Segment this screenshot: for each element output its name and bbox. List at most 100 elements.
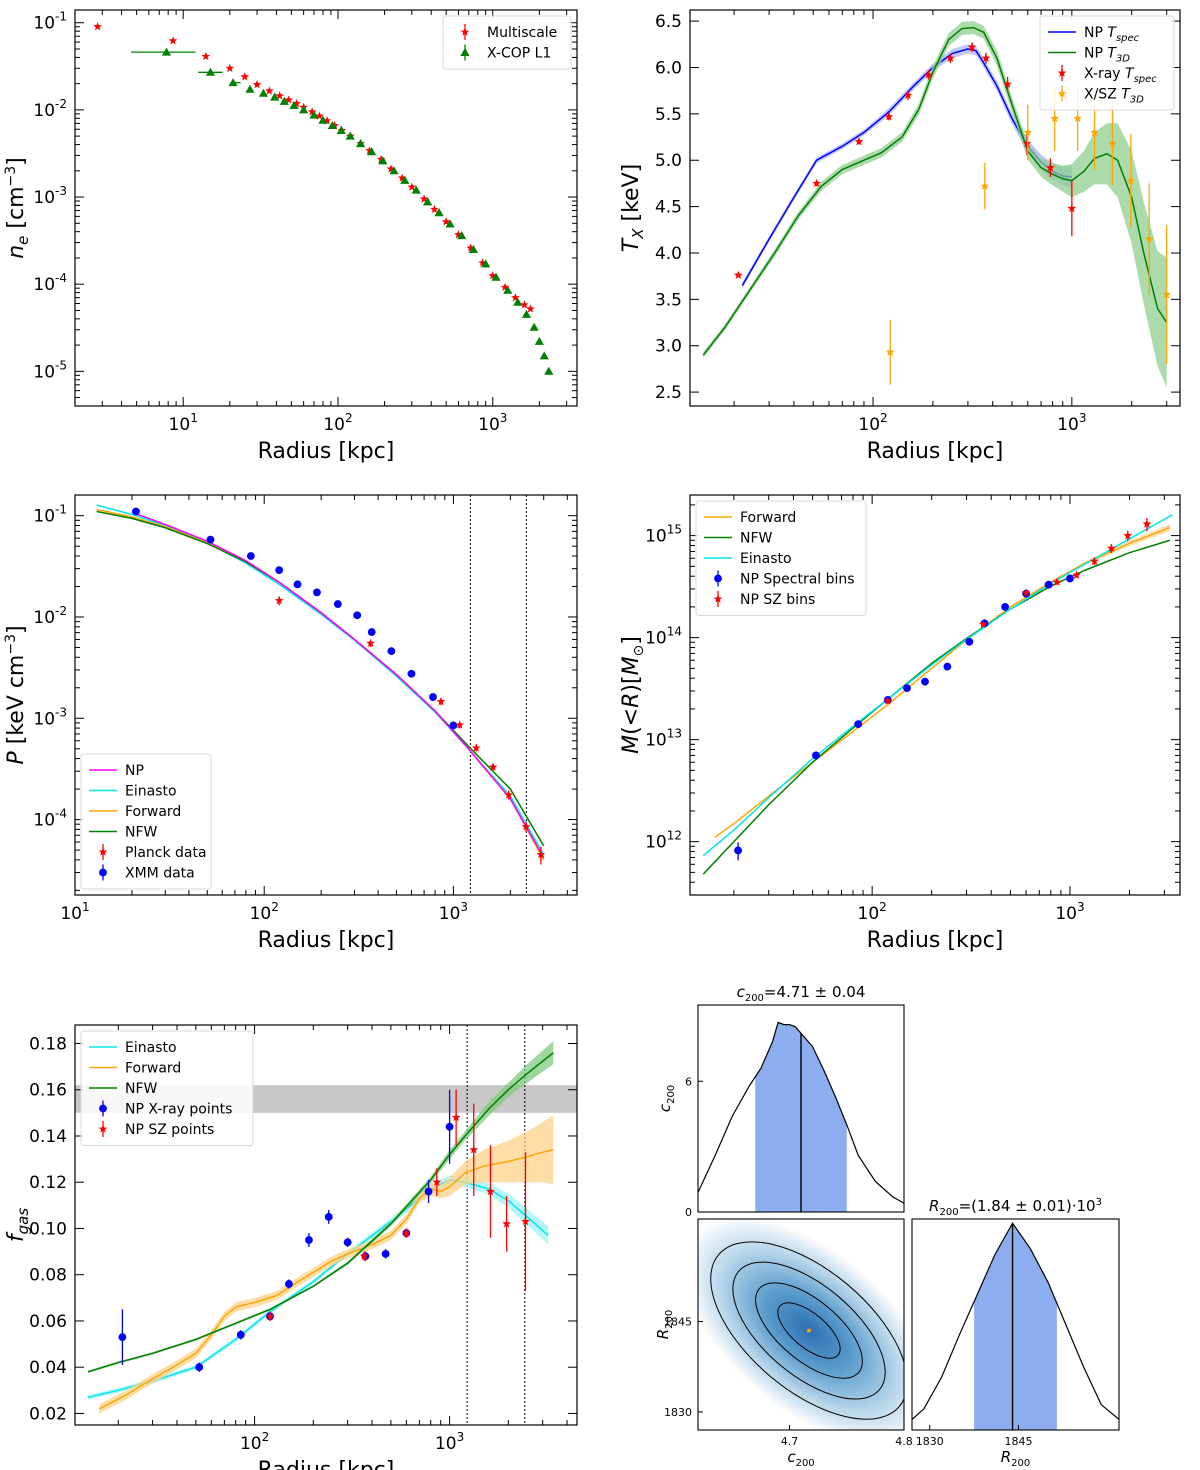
data-point xyxy=(979,619,988,629)
data-point xyxy=(1072,570,1081,579)
best-fit-marker xyxy=(805,1327,813,1334)
series-x-cop-l1 xyxy=(130,47,554,375)
legend-label: Forward xyxy=(125,804,181,820)
legend-item: Einasto xyxy=(89,1040,177,1056)
series-nfw xyxy=(87,1041,554,1373)
plot-frame xyxy=(74,494,578,896)
plot-area xyxy=(702,514,1173,875)
data-point xyxy=(343,1238,352,1247)
y-tick-label: 1014 xyxy=(645,625,682,649)
plot-frame xyxy=(689,494,1181,896)
data-point xyxy=(441,217,451,226)
series-line xyxy=(87,1052,554,1373)
y-tick-label: 10-4 xyxy=(33,271,67,295)
data-point xyxy=(367,147,377,156)
y-tick-label: 1845 xyxy=(664,1315,692,1328)
legend-marker-swatch xyxy=(460,47,470,56)
data-point xyxy=(488,271,498,280)
y-axis-label: R200 xyxy=(654,1310,675,1340)
plot-frame xyxy=(689,9,1181,407)
data-point xyxy=(521,309,532,318)
plot-area xyxy=(702,21,1172,388)
data-point xyxy=(521,822,531,831)
data-point xyxy=(378,156,388,165)
legend-box xyxy=(442,15,572,70)
data-point xyxy=(536,850,546,859)
legend-item: NP Spectral bins xyxy=(714,570,855,588)
axis-ticks xyxy=(74,495,577,895)
series-line xyxy=(702,539,1171,875)
data-point xyxy=(225,63,235,73)
data-point xyxy=(526,304,535,313)
r200-title: R200=(1.84 ± 0.01)·103 xyxy=(929,1197,1102,1218)
data-point xyxy=(313,588,321,597)
data-point xyxy=(478,258,488,267)
data-point xyxy=(386,164,396,173)
y-tick-label: 6.0 xyxy=(655,58,682,78)
data-point xyxy=(921,677,929,686)
data-point xyxy=(309,110,319,119)
confidence-band xyxy=(88,1175,549,1400)
series-line xyxy=(87,1179,549,1398)
contour-line xyxy=(755,1282,863,1379)
series-np xyxy=(131,511,545,859)
data-point xyxy=(333,600,342,609)
data-point xyxy=(400,175,410,184)
data-point xyxy=(161,47,172,56)
legend-item: X/SZ T3D xyxy=(1057,85,1144,106)
y-tick-label: 0.14 xyxy=(29,1127,67,1147)
data-point xyxy=(903,684,911,693)
data-point xyxy=(1162,290,1172,299)
series-np-sz-points xyxy=(265,1089,530,1321)
data-point xyxy=(454,230,463,239)
series-xmm-data xyxy=(132,507,458,730)
legend-item: XMM data xyxy=(99,864,195,882)
x-tick-label: 4.7 xyxy=(781,1435,799,1448)
data-point xyxy=(466,243,476,252)
data-point xyxy=(356,139,366,148)
legend-marker-swatch xyxy=(98,1124,108,1133)
pressure-chart: 101 102 103 10-4 10-3 10-2 10-1 Radius [kpc] NP E… xyxy=(3,494,578,953)
x-tick-label: 103 xyxy=(1057,411,1086,435)
x-tick-label: 102 xyxy=(250,900,279,924)
data-point xyxy=(118,1333,127,1342)
legend-label: Einasto xyxy=(125,784,177,800)
data-point xyxy=(429,693,437,701)
data-point xyxy=(1050,113,1060,123)
data-point xyxy=(1003,79,1012,88)
data-point xyxy=(1067,203,1077,213)
legend-marker-swatch xyxy=(1057,88,1067,98)
legend-box xyxy=(80,1030,254,1146)
y-tick-label: 10-3 xyxy=(33,184,67,208)
y-tick-label: 0.10 xyxy=(29,1219,67,1239)
series-einasto xyxy=(87,1175,549,1400)
data-point xyxy=(246,552,255,560)
x-tick-label: 1830 xyxy=(916,1435,944,1448)
y-tick-label: 0.18 xyxy=(29,1034,67,1054)
data-point xyxy=(292,99,301,108)
plot-area xyxy=(96,495,546,895)
data-point xyxy=(451,1112,461,1122)
contour-line xyxy=(710,1241,904,1420)
legend-item: NP T3D xyxy=(1048,46,1130,65)
data-point xyxy=(885,347,895,356)
data-point xyxy=(315,111,324,120)
legend-label: NP Spectral bins xyxy=(740,572,855,588)
y-tick-label: 10-1 xyxy=(33,10,67,34)
data-point xyxy=(201,51,211,61)
series-x-sz-t-3d xyxy=(885,86,1172,385)
c200-title: c200=4.71 ± 0.04 xyxy=(737,983,866,1004)
y-tick-label: 6 xyxy=(685,1075,692,1088)
data-point xyxy=(812,178,821,188)
y-tick-label: 10-2 xyxy=(33,604,67,628)
data-point xyxy=(884,112,894,121)
data-point xyxy=(965,637,974,646)
legend-label: NP X-ray points xyxy=(125,1102,232,1118)
data-point xyxy=(486,1186,495,1196)
data-point xyxy=(500,282,510,292)
series-line xyxy=(131,511,545,859)
y-tick-label: 10-1 xyxy=(33,503,67,527)
x-tick-label: 102 xyxy=(858,900,887,924)
data-point xyxy=(423,197,433,206)
